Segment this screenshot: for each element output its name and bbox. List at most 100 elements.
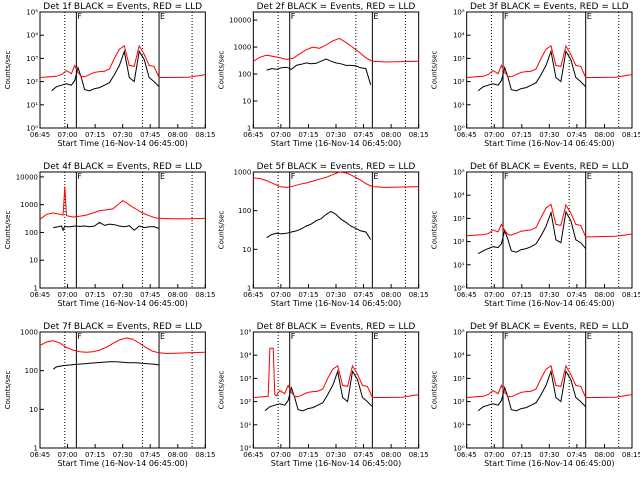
- x-tick-label: 08:00: [594, 291, 614, 299]
- x-tick-label: 07:00: [484, 451, 504, 459]
- marker-e: E: [160, 12, 165, 21]
- y-tick-label: 1000: [20, 329, 38, 337]
- x-tick-label: 06:45: [243, 291, 263, 299]
- panel-title: Det 3f BLACK = Events, RED = LLD: [470, 2, 629, 12]
- y-tick-label: 10²: [240, 398, 252, 406]
- panel-title: Det 8f BLACK = Events, RED = LLD: [257, 322, 416, 332]
- marker-e: E: [373, 172, 378, 181]
- y-tick-label: 10³: [453, 215, 465, 223]
- marker-e: E: [160, 172, 165, 181]
- y-tick-label: 10⁵: [453, 9, 465, 17]
- x-tick-label: 08:00: [168, 131, 188, 139]
- panel-det-3f: Det 3f BLACK = Events, RED = LLD 10⁰ 10¹ 10…: [431, 2, 640, 148]
- series-events-line: [52, 361, 160, 370]
- x-tick-label: 08:00: [381, 131, 401, 139]
- y-tick-label: 10²: [453, 78, 465, 86]
- x-tick-label: 08:15: [622, 451, 640, 459]
- x-tick-label: 07:45: [567, 451, 587, 459]
- x-axis-label: Start Time (16-Nov-14 06:45:00): [57, 299, 187, 308]
- marker-f: F: [77, 172, 82, 181]
- panel-title: Det 2f BLACK = Events, RED = LLD: [257, 2, 416, 12]
- y-axis-label: Counts/sec: [217, 211, 225, 250]
- y-tick-label: 10⁰: [453, 125, 465, 133]
- x-tick-label: 08:00: [594, 131, 614, 139]
- series-events-line: [477, 369, 587, 412]
- y-tick-label: 10¹: [453, 101, 465, 109]
- x-tick-label: 07:15: [85, 291, 105, 299]
- x-tick-label: 06:45: [30, 291, 50, 299]
- x-tick-label: 08:15: [409, 451, 429, 459]
- x-tick-label: 07:00: [57, 131, 77, 139]
- y-tick-label: 10⁰: [453, 285, 465, 293]
- marker-e: E: [373, 332, 378, 341]
- y-tick-label: 10³: [453, 55, 465, 63]
- y-tick-label: 10¹: [453, 261, 465, 269]
- marker-e: E: [587, 172, 592, 181]
- x-tick-label: 08:00: [381, 451, 401, 459]
- y-tick-label: 10²: [453, 238, 465, 246]
- y-tick-label: 1: [247, 285, 251, 293]
- marker-f: F: [77, 12, 82, 21]
- marker-e: E: [587, 332, 592, 341]
- x-tick-label: 07:45: [140, 131, 160, 139]
- x-tick-label: 07:15: [512, 131, 532, 139]
- x-tick-label: 07:45: [140, 291, 160, 299]
- x-tick-label: 07:15: [298, 131, 318, 139]
- x-tick-label: 06:45: [243, 131, 263, 139]
- x-tick-label: 08:00: [168, 291, 188, 299]
- x-tick-label: 08:15: [195, 451, 215, 459]
- panel-det-8f: Det 8f BLACK = Events, RED = LLD 10⁰ 10¹ 10…: [217, 322, 428, 468]
- marker-f: F: [504, 172, 509, 181]
- y-tick-label: 10⁵: [26, 9, 38, 17]
- x-tick-label: 07:15: [298, 451, 318, 459]
- y-tick-label: 100: [25, 367, 38, 375]
- x-tick-label: 07:00: [271, 131, 291, 139]
- x-tick-label: 06:45: [243, 451, 263, 459]
- y-axis-label: Counts/sec: [431, 211, 439, 250]
- x-tick-label: 08:15: [195, 291, 215, 299]
- y-tick-label: 1: [34, 445, 38, 453]
- y-tick-label: 1000: [234, 169, 252, 177]
- y-tick-label: 1000: [234, 44, 252, 52]
- series-lld-line: [39, 337, 206, 354]
- y-tick-label: 1000: [20, 201, 38, 209]
- series-lld-line: [253, 37, 419, 63]
- x-tick-label: 07:00: [484, 291, 504, 299]
- x-tick-label: 07:00: [57, 451, 77, 459]
- x-tick-label: 06:45: [457, 291, 477, 299]
- y-axis-label: Counts/sec: [4, 211, 12, 250]
- panel-det-7f: Det 7f BLACK = Events, RED = LLD 1 10 100 10…: [4, 322, 215, 468]
- x-axis-label: Start Time (16-Nov-14 06:45:00): [484, 459, 614, 468]
- y-axis-label: Counts/sec: [431, 51, 439, 90]
- x-tick-label: 08:15: [195, 131, 215, 139]
- y-tick-label: 10⁴: [26, 32, 38, 40]
- x-tick-label: 07:30: [539, 131, 559, 139]
- x-tick-label: 07:45: [567, 291, 587, 299]
- y-axis-label: Counts/sec: [217, 371, 225, 410]
- x-tick-label: 08:00: [594, 451, 614, 459]
- marker-f: F: [291, 172, 296, 181]
- series-events-line: [51, 49, 160, 92]
- series-events-line: [266, 210, 372, 240]
- marker-f: F: [504, 332, 509, 341]
- y-tick-label: 10³: [26, 55, 38, 63]
- x-tick-label: 06:45: [457, 451, 477, 459]
- x-tick-label: 06:45: [30, 451, 50, 459]
- series-lld-line: [39, 186, 206, 220]
- marker-e: E: [373, 12, 378, 21]
- x-tick-label: 07:15: [512, 451, 532, 459]
- y-tick-label: 10¹: [240, 421, 252, 429]
- y-axis-label: Counts/sec: [4, 51, 12, 90]
- y-tick-label: 10⁴: [453, 352, 465, 360]
- y-tick-label: 10³: [453, 375, 465, 383]
- marker-e: E: [160, 332, 165, 341]
- x-tick-label: 08:15: [409, 291, 429, 299]
- x-tick-label: 07:30: [113, 131, 133, 139]
- y-tick-label: 10⁵: [240, 329, 252, 337]
- y-tick-label: 10: [29, 257, 38, 265]
- marker-f: F: [504, 12, 509, 21]
- y-tick-label: 10⁴: [240, 352, 252, 360]
- x-tick-label: 07:15: [85, 451, 105, 459]
- series-lld-line: [253, 171, 419, 188]
